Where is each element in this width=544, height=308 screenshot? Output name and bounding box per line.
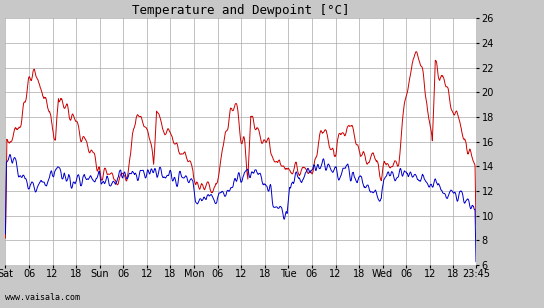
Text: www.vaisala.com: www.vaisala.com	[5, 293, 81, 302]
Title: Temperature and Dewpoint [°C]: Temperature and Dewpoint [°C]	[132, 4, 349, 17]
